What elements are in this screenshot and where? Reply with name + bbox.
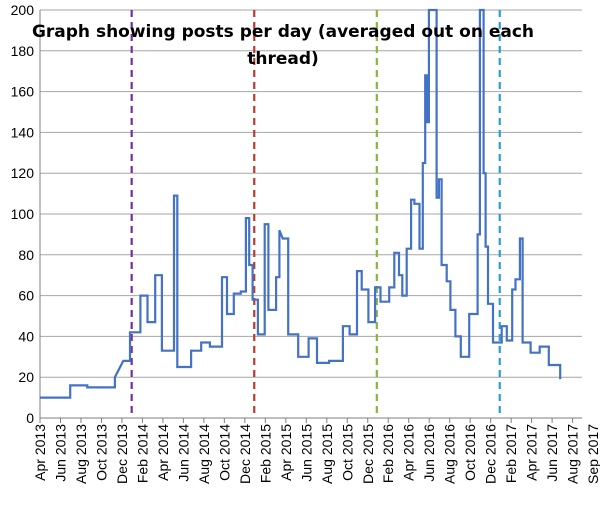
- x-tick-label: Oct 2016: [462, 424, 478, 481]
- x-tick-label: Aug 2016: [442, 424, 458, 484]
- y-tick-label: 160: [11, 84, 35, 100]
- x-tick-label: Aug 2014: [196, 424, 212, 484]
- x-tick-label: Jun 2014: [175, 424, 191, 482]
- x-tick-label: Feb 2017: [503, 424, 519, 483]
- y-tick-label: 60: [18, 288, 34, 304]
- x-tick-label: Apr 2013: [32, 424, 48, 481]
- reference-lines: [130, 10, 501, 418]
- x-tick-label: Feb 2015: [257, 424, 273, 483]
- x-tick-label: Apr 2015: [278, 424, 294, 481]
- y-tick-label: 100: [11, 206, 35, 222]
- x-tick-label: Feb 2016: [380, 424, 396, 483]
- chart-title-line-1: Graph showing posts per day (averaged ou…: [32, 22, 534, 42]
- y-tick-label: 180: [11, 43, 35, 59]
- x-tick-label: Dec 2015: [360, 424, 376, 484]
- x-tick-label: Oct 2015: [339, 424, 355, 481]
- x-tick-label: Dec 2016: [483, 424, 499, 484]
- x-tick-label: Oct 2013: [93, 424, 109, 481]
- axes: [39, 10, 582, 423]
- y-tick-labels: 0 20 40 60 80 100 120 140 160 180 200: [11, 2, 35, 426]
- x-tick-label: Oct 2014: [216, 424, 232, 481]
- x-tick-label: Dec 2013: [114, 424, 130, 484]
- x-tick-label: Apr 2016: [401, 424, 417, 481]
- x-tick-label: Jun 2017: [544, 424, 560, 482]
- y-tick-label: 40: [18, 328, 34, 344]
- x-tick-label: Aug 2015: [319, 424, 335, 484]
- x-tick-label: Jun 2015: [298, 424, 314, 482]
- x-tick-label: Feb 2014: [134, 424, 150, 483]
- y-tick-label: 120: [11, 165, 35, 181]
- y-tick-label: 80: [18, 247, 34, 263]
- series-line: [40, 8, 562, 399]
- x-tick-label: Jun 2013: [52, 424, 68, 482]
- x-tick-label: Dec 2014: [237, 424, 253, 484]
- x-tick-label: Apr 2014: [155, 424, 171, 481]
- y-tick-label: 20: [18, 369, 34, 385]
- x-tick-label: Sep 2017: [585, 424, 600, 484]
- y-tick-label: 200: [11, 2, 35, 18]
- chart-title-line-2: thread): [247, 49, 319, 69]
- x-tick-label: Jun 2016: [421, 424, 437, 482]
- x-tick-label: Aug 2017: [565, 424, 581, 484]
- y-tick-label: 0: [26, 410, 34, 426]
- x-tick-label: Apr 2017: [524, 424, 540, 481]
- y-tick-label: 140: [11, 124, 35, 140]
- chart-title: Graph showing posts per day (averaged ou…: [32, 22, 534, 69]
- x-tick-labels: Apr 2013 Jun 2013 Aug 2013 Oct 2013 Dec 2013…: [32, 424, 600, 484]
- x-tick-label: Aug 2013: [73, 424, 89, 484]
